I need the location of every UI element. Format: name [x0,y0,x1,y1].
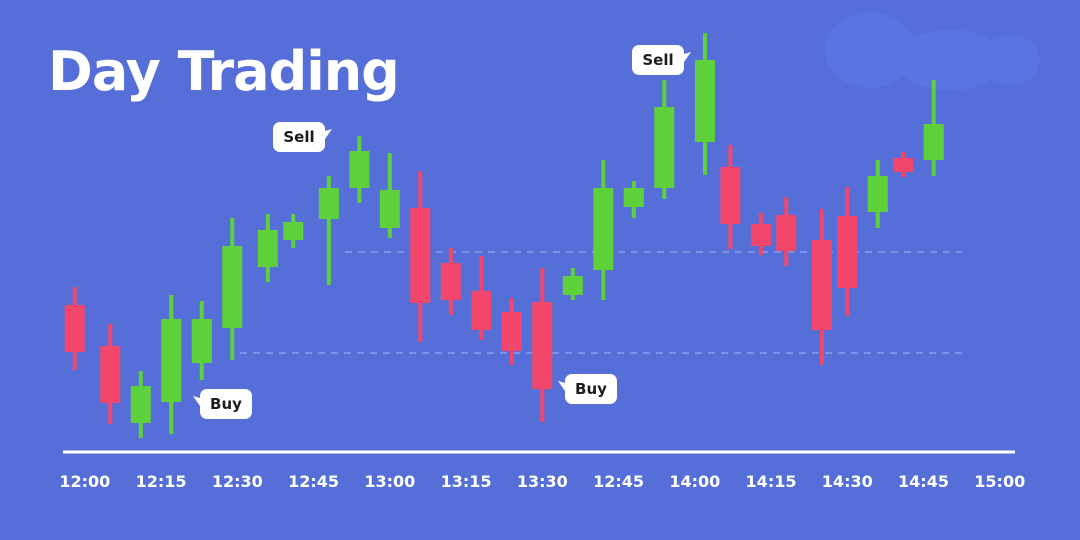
annotation-tail [325,129,332,139]
candle-body [562,276,583,295]
x-tick-label: 13:30 [517,472,568,491]
annotation: Sell [632,45,691,75]
annotation-bubble [273,122,325,152]
candle-body [501,312,522,351]
chart-title: Day Trading [48,40,399,103]
annotation: Buy [193,389,252,419]
candle-body [191,319,212,363]
candle-body [923,124,944,160]
candle-body [379,190,400,228]
candle-body [694,60,715,142]
annotation-text: Sell [283,128,314,146]
annotation-tail [193,396,200,406]
candle-body [130,386,151,423]
candle-body [440,263,461,300]
candle-body [318,188,339,219]
annotation-bubble [632,45,684,75]
annotation-text: Sell [642,51,673,69]
candle-body [410,208,431,303]
annotation-bubble [200,389,252,419]
x-tick-label: 14:45 [898,472,949,491]
candle-body [64,305,85,352]
x-tick-label: 14:15 [746,472,797,491]
candle-body [100,346,121,403]
candle-body [222,246,243,328]
annotation-tail [684,52,691,62]
candle-body [654,107,675,188]
candle-body [161,319,182,402]
annotation-text: Buy [210,395,242,413]
x-tick-label: 12:15 [136,472,187,491]
annotation-text: Buy [575,380,607,398]
candle-body [776,215,797,251]
candle-body [837,216,858,288]
candle-body [811,240,832,330]
x-tick-label: 12:30 [212,472,263,491]
x-tick-label: 12:45 [593,472,644,491]
candle-body [593,188,614,270]
candle-body [349,151,370,188]
candle-body [257,230,278,267]
candle-body [532,302,553,389]
x-tick-label: 12:00 [59,472,110,491]
annotation: Sell [273,122,332,152]
candle-body [283,222,304,240]
logo [825,12,1040,90]
candle-body [893,158,914,172]
candle-body [623,188,644,207]
x-tick-label: 13:15 [441,472,492,491]
candle-body [471,291,492,330]
candle-body [750,224,771,246]
x-tick-label: 14:00 [669,472,720,491]
candle-body [867,176,888,212]
x-tick-label: 12:45 [288,472,339,491]
annotation-tail [558,381,565,391]
annotation: Buy [558,374,617,404]
x-tick-label: 14:30 [822,472,873,491]
annotation-bubble [565,374,617,404]
x-tick-label: 13:00 [364,472,415,491]
x-tick-label: 15:00 [974,472,1025,491]
candle-body [720,167,741,224]
